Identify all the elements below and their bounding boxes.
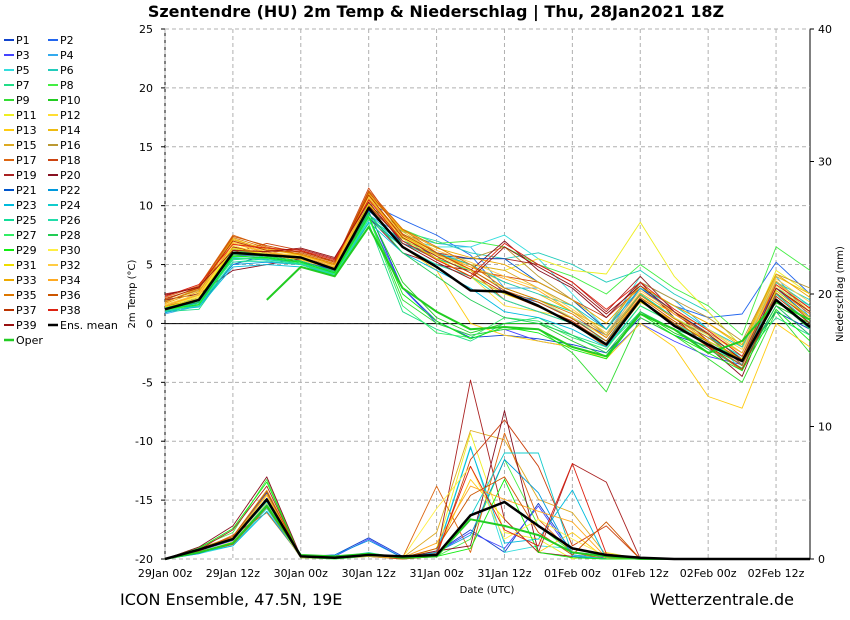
y2-tick-label: 30 (818, 156, 832, 169)
y2-tick-label: 40 (818, 23, 832, 36)
precip-line-p19 (164, 379, 810, 560)
y-tick-label: -20 (135, 553, 153, 566)
legend-label: P23 (16, 199, 37, 212)
legend-label: P21 (16, 184, 37, 197)
precip-line-ens-mean (164, 498, 810, 561)
temp-line-p39 (164, 201, 811, 361)
legend-label: P26 (60, 214, 81, 227)
y2-axis-ticks: 40 30 20 10 0 (810, 23, 832, 566)
legend-label: P29 (16, 244, 37, 257)
legend-label: P34 (60, 274, 81, 287)
legend-label: P38 (60, 304, 81, 317)
legend-label: P39 (16, 319, 37, 332)
temp-line-p16 (164, 202, 811, 342)
legend-label: P32 (60, 259, 81, 272)
temp-line-p28 (164, 213, 811, 369)
legend-label: P17 (16, 154, 37, 167)
temp-line-p36 (164, 191, 811, 367)
legend-label: P16 (60, 139, 81, 152)
y-tick-label: 25 (139, 23, 153, 36)
temp-line-p13 (164, 205, 811, 409)
legend-label: P11 (16, 109, 37, 122)
legend-label: P12 (60, 109, 81, 122)
legend-label: P4 (60, 49, 74, 62)
x-tick-label: 29Jan 12z (206, 567, 260, 580)
y-tick-label: 20 (139, 82, 153, 95)
temp-line-ens-mean (164, 206, 811, 363)
y2-tick-label: 0 (818, 553, 825, 566)
legend-label: P35 (16, 289, 37, 302)
legend-label: P25 (16, 214, 37, 227)
y-tick-label: -5 (142, 376, 153, 389)
legend-label: P15 (16, 139, 37, 152)
legend-label: P1 (16, 34, 30, 47)
x-axis-label: Date (UTC) (460, 585, 515, 596)
x-tick-label: 02Feb 00z (680, 567, 737, 580)
legend-label: P37 (16, 304, 37, 317)
x-tick-label: 02Feb 12z (748, 567, 805, 580)
y2-tick-label: 10 (818, 421, 832, 434)
footer-model: ICON Ensemble, 47.5N, 19E (120, 590, 342, 609)
x-tick-label: 29Jan 00z (138, 567, 192, 580)
precipitation-series (164, 379, 810, 561)
temperature-series (164, 187, 811, 409)
y-axis-ticks: 25 20 15 10 5 0 -5 -10 -15 -20 (135, 23, 165, 566)
x-tick-label: 31Jan 00z (409, 567, 463, 580)
temp-line-p33 (164, 194, 811, 346)
legend-label: P19 (16, 169, 37, 182)
legend-label: P24 (60, 199, 81, 212)
legend-label: Ens. mean (60, 319, 118, 332)
chart-title: Szentendre (HU) 2m Temp & Niederschlag |… (148, 2, 724, 22)
legend-label: P33 (16, 274, 37, 287)
x-tick-label: 01Feb 00z (544, 567, 601, 580)
y-tick-label: 10 (139, 200, 153, 213)
legend-label: P14 (60, 124, 81, 137)
legend-label: P8 (60, 79, 74, 92)
legend-label: P6 (60, 64, 74, 77)
legend-label: P28 (60, 229, 81, 242)
legend-label: P22 (60, 184, 81, 197)
legend-label: P20 (60, 169, 81, 182)
legend-label: P31 (16, 259, 37, 272)
legend-label: P9 (16, 94, 30, 107)
legend-label: P36 (60, 289, 81, 302)
legend-label: P3 (16, 49, 30, 62)
y-axis-label: 2m Temp (°C) (127, 259, 138, 328)
temp-line-p38 (164, 199, 811, 357)
legend-label: P27 (16, 229, 37, 242)
y-tick-label: -10 (135, 435, 153, 448)
x-tick-label: 30Jan 00z (274, 567, 328, 580)
legend-label: P2 (60, 34, 74, 47)
y-tick-label: -15 (135, 494, 153, 507)
footer-source: Wetterzentrale.de (650, 590, 794, 609)
y-tick-label: 5 (146, 259, 153, 272)
x-axis-ticks: 29Jan 00z 29Jan 12z 30Jan 00z 30Jan 12z 31Ja… (138, 567, 805, 580)
temp-line-p24 (164, 214, 811, 348)
y-tick-label: 0 (146, 317, 153, 330)
x-tick-label: 31Jan 12z (477, 567, 531, 580)
temp-line-p35 (164, 192, 811, 362)
temp-line-p8 (164, 205, 811, 336)
temp-line-p10 (164, 212, 811, 366)
y2-axis-label: Niederschlag (mm) (835, 246, 846, 342)
legend-label: P10 (60, 94, 81, 107)
temp-line-p30 (164, 200, 811, 354)
legend: P1 P2 P3 P4 P5 P6 P7 P8 P9 P10 P11 P12 P13 P14 P15 P16 P… (4, 34, 118, 347)
legend-label: P13 (16, 124, 37, 137)
legend-label: P7 (16, 79, 30, 92)
temp-line-p32 (164, 196, 811, 350)
x-tick-label: 01Feb 12z (612, 567, 669, 580)
legend-label: P30 (60, 244, 81, 257)
x-tick-label: 30Jan 12z (342, 567, 396, 580)
legend-label: P5 (16, 64, 30, 77)
y2-tick-label: 20 (818, 288, 832, 301)
legend-label: P18 (60, 154, 81, 167)
legend-label: Oper (16, 334, 43, 347)
y-tick-label: 15 (139, 141, 153, 154)
